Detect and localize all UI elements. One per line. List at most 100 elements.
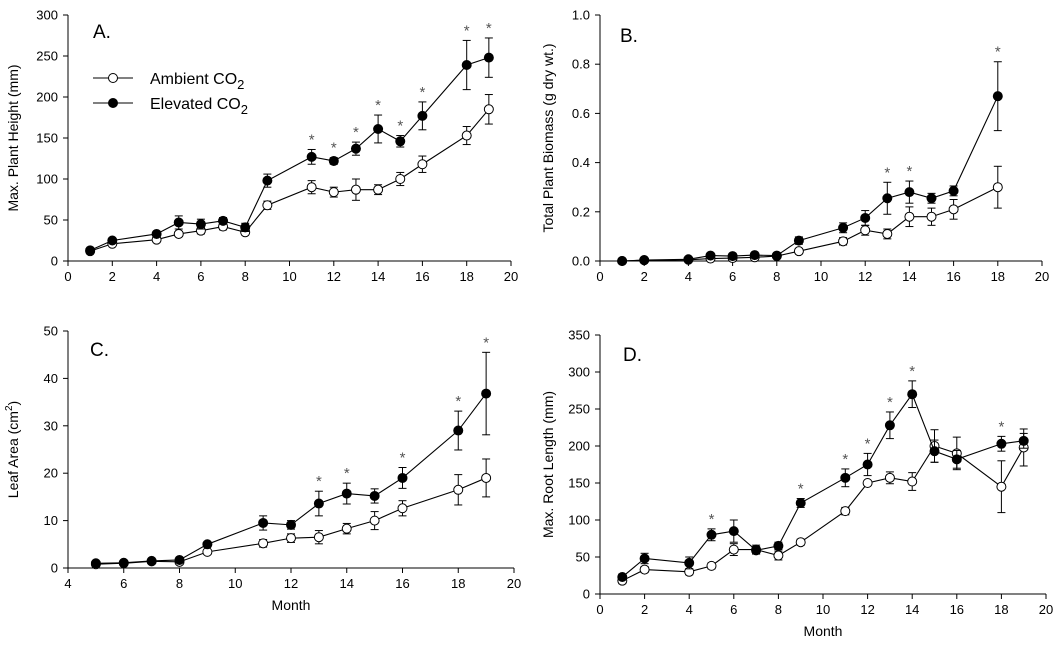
- series-ambient: [617, 165, 1003, 266]
- data-point-elevated: [793, 235, 804, 246]
- y-tick-label: 0: [583, 587, 590, 602]
- y-tick-label: 350: [568, 328, 590, 343]
- x-tick-label: 0: [596, 602, 603, 617]
- data-point-elevated: [926, 193, 937, 204]
- data-point-elevated: [617, 256, 628, 266]
- legend-marker: [108, 73, 118, 83]
- x-tick-label: 0: [64, 269, 71, 284]
- x-tick-label: 8: [242, 269, 249, 284]
- data-point-elevated: [173, 217, 184, 228]
- data-point-elevated: [862, 459, 873, 470]
- panel-a: 0 2 4 6 8 10 12 14 16 18 20050100150200250300A.Max…: [5, 8, 518, 285]
- data-point-elevated: [461, 60, 472, 71]
- data-point-elevated: [174, 554, 185, 565]
- data-point-elevated: [258, 517, 269, 528]
- panel-d: 0 2 4 6 8 10 12 14 16 18 20050100150200250300350D.…: [540, 328, 1053, 640]
- y-axis-label-text: Max. Root Length (mm): [540, 391, 556, 538]
- x-tick-label: 2: [641, 602, 648, 617]
- significance-star: *: [464, 22, 470, 39]
- y-tick-label: 10: [44, 513, 58, 528]
- data-point-elevated: [306, 151, 317, 162]
- series-elevated: [85, 37, 494, 256]
- series-line-elevated: [621, 393, 1024, 578]
- x-tick-label: 20: [504, 269, 518, 284]
- data-point-ambient: [286, 533, 296, 544]
- significance-star: *: [909, 363, 915, 380]
- data-point-ambient: [773, 550, 784, 561]
- data-point-ambient: [639, 564, 650, 575]
- data-point-ambient: [395, 174, 406, 184]
- x-tick-label: 18: [994, 602, 1008, 617]
- data-point-elevated: [838, 222, 849, 233]
- data-point-elevated: [904, 187, 915, 198]
- data-point-ambient: [397, 503, 408, 514]
- data-point-ambient: [461, 130, 472, 141]
- significance-star: *: [400, 450, 406, 467]
- legend-label: Ambient CO2: [150, 71, 244, 92]
- data-point-elevated: [948, 185, 959, 196]
- data-point-elevated: [195, 219, 206, 230]
- data-point-ambient: [481, 472, 492, 483]
- x-axis-label: Month: [272, 597, 311, 613]
- significance-star: *: [798, 481, 804, 498]
- legend-label-text: Elevated CO: [150, 96, 241, 113]
- significance-star: *: [483, 334, 489, 351]
- series-ambient: [85, 94, 494, 257]
- x-tick-label: 20: [507, 576, 521, 591]
- legend-label-subscript: 2: [241, 102, 248, 117]
- data-point-elevated: [951, 454, 962, 465]
- panel-label: C.: [90, 340, 109, 361]
- data-point-ambient: [795, 537, 806, 548]
- x-tick-label: 12: [284, 576, 298, 591]
- legend-entry-ambient: Ambient CO2: [93, 71, 244, 92]
- data-point-ambient: [417, 159, 428, 170]
- data-point-elevated: [118, 557, 129, 568]
- data-point-ambient: [341, 523, 352, 534]
- data-point-elevated: [151, 228, 162, 239]
- significance-star: *: [309, 131, 315, 148]
- x-tick-label: 10: [228, 576, 242, 591]
- y-tick-label: 20: [44, 466, 58, 481]
- data-point-elevated: [262, 175, 273, 186]
- data-point-elevated: [481, 388, 492, 399]
- series-line-elevated: [89, 57, 490, 251]
- y-tick-label: 200: [36, 90, 58, 105]
- data-point-elevated: [728, 526, 739, 537]
- panel-label: A.: [93, 22, 111, 43]
- y-axis-label-text: Total Plant Biomass (g dry wt.): [540, 43, 556, 232]
- significance-star: *: [353, 124, 359, 141]
- y-tick-label: 1.0: [572, 8, 590, 23]
- data-point-elevated: [90, 558, 101, 569]
- y-axis-label: Total Plant Biomass (g dry wt.): [540, 43, 556, 232]
- x-tick-label: 8: [176, 576, 183, 591]
- data-point-elevated: [328, 155, 339, 166]
- data-point-elevated: [751, 545, 762, 556]
- data-point-elevated: [684, 557, 695, 568]
- data-point-ambient: [258, 538, 269, 549]
- x-tick-label: 10: [814, 269, 828, 284]
- data-point-elevated: [202, 539, 213, 550]
- data-point-elevated: [907, 389, 918, 400]
- data-point-elevated: [773, 540, 784, 551]
- x-tick-label: 18: [451, 576, 465, 591]
- y-tick-label: 0.8: [572, 57, 590, 72]
- data-point-elevated: [795, 497, 806, 508]
- data-point-ambient: [453, 484, 464, 495]
- y-tick-label: 0: [51, 561, 58, 576]
- legend-label-text: Ambient CO: [150, 71, 237, 88]
- data-point-ambient: [996, 481, 1007, 492]
- significance-star: *: [455, 393, 461, 410]
- significance-star: *: [397, 118, 403, 135]
- data-point-elevated: [1018, 435, 1029, 446]
- data-point-elevated: [683, 254, 694, 265]
- x-tick-label: 6: [197, 269, 204, 284]
- data-point-elevated: [706, 529, 717, 540]
- series-ambient: [617, 428, 1029, 586]
- panel-c: 4 6 8 10 12 14 16 18 20 0 10 20 30 40 50 C. Leaf Area (c…: [4, 324, 521, 614]
- x-tick-label: 8: [773, 269, 780, 284]
- legend-marker: [108, 98, 118, 108]
- x-tick-label: 0: [596, 269, 603, 284]
- x-tick-label: 14: [371, 269, 385, 284]
- data-point-elevated: [85, 245, 96, 256]
- significance-star: *: [906, 163, 912, 180]
